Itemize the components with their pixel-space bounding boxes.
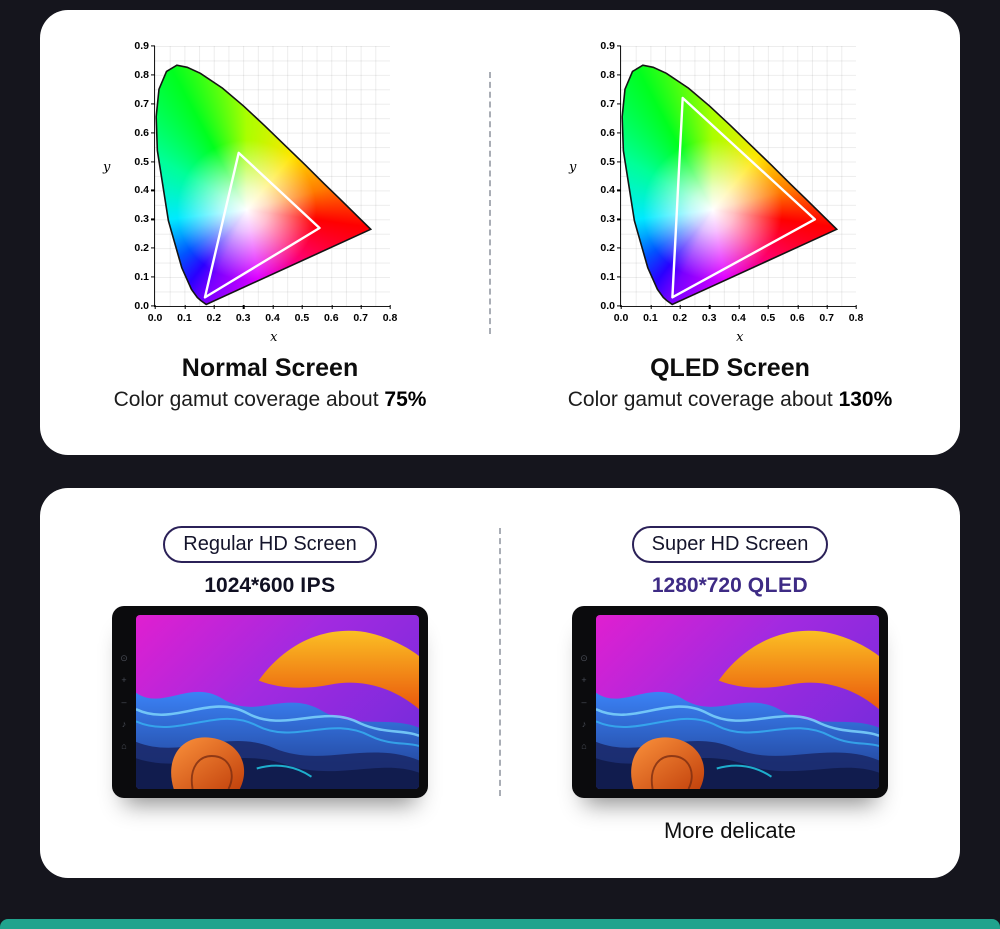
coverage-value: 75% bbox=[384, 388, 427, 411]
tick-label: 0.1 bbox=[134, 271, 149, 284]
music-icon: ♪ bbox=[581, 718, 587, 729]
head-unit-regular: ⊙ + – ♪ ⌂ bbox=[112, 606, 428, 798]
tick-label: 0.5 bbox=[760, 305, 776, 324]
resolution-value: 1024*600 bbox=[204, 574, 295, 597]
normal-screen-caption: Color gamut coverage about 75% bbox=[40, 388, 500, 412]
device-screen bbox=[136, 615, 419, 789]
super-hd-badge-row: Super HD Screen bbox=[500, 526, 960, 563]
tick-label: 0.1 bbox=[600, 271, 615, 284]
tick-label: 0.2 bbox=[206, 305, 222, 324]
power-icon: ⊙ bbox=[120, 652, 128, 663]
regular-hd-badge: Regular HD Screen bbox=[163, 526, 377, 563]
y-axis-ticks: 0.9 0.8 0.7 0.6 0.5 0.4 0.3 0.2 0.1 0.0 bbox=[585, 40, 617, 312]
volume-down-icon: – bbox=[581, 696, 587, 707]
device-bezel-buttons: ⊙ + – ♪ ⌂ bbox=[112, 606, 136, 798]
tick-label: 0.3 bbox=[134, 213, 149, 226]
x-axis-ticks: 0.0 0.1 0.2 0.3 0.4 0.5 0.6 0.7 0.8 bbox=[148, 305, 397, 328]
caption-text: Color gamut coverage about bbox=[113, 388, 379, 411]
tick-label: 0.9 bbox=[134, 40, 149, 52]
y-axis-label: y bbox=[103, 160, 111, 176]
dashed-divider bbox=[499, 528, 501, 796]
x-axis-ticks: 0.0 0.1 0.2 0.3 0.4 0.5 0.6 0.7 0.8 bbox=[614, 305, 863, 328]
tick-label: 0.0 bbox=[134, 300, 149, 312]
tick-label: 0.4 bbox=[600, 184, 615, 197]
tick-label: 0.7 bbox=[600, 97, 615, 110]
volume-down-icon: – bbox=[121, 696, 127, 707]
resolution-value: 1280*720 bbox=[651, 574, 742, 597]
y-axis-ticks: 0.9 0.8 0.7 0.6 0.5 0.4 0.3 0.2 0.1 0.0 bbox=[119, 40, 151, 312]
regular-hd-badge-row: Regular HD Screen bbox=[40, 526, 500, 563]
spectral-locus-outline bbox=[621, 46, 856, 306]
tick-label: 0.5 bbox=[600, 155, 615, 168]
cie-plot: 0.9 0.8 0.7 0.6 0.5 0.4 0.3 0.2 0.1 0.0 0.0 0.1 0.2… bbox=[569, 40, 863, 345]
gamut-triangle bbox=[155, 46, 390, 306]
spectral-locus-outline bbox=[155, 46, 390, 306]
tick-label: 0.6 bbox=[134, 126, 149, 139]
tick-label: 0.0 bbox=[613, 305, 629, 324]
tick-label: 0.7 bbox=[353, 305, 368, 324]
x-axis-label: x bbox=[736, 330, 744, 345]
normal-screen-title: Normal Screen bbox=[181, 354, 359, 382]
device-screen bbox=[596, 615, 879, 789]
head-unit-super: ⊙ + – ♪ ⌂ bbox=[572, 606, 888, 798]
screen-wallpaper bbox=[596, 615, 879, 789]
tick-label: 0.4 bbox=[731, 305, 746, 324]
more-delicate-caption: More delicate bbox=[663, 818, 797, 843]
tick-label: 0.6 bbox=[600, 126, 615, 139]
tick-label: 0.5 bbox=[294, 305, 310, 324]
regular-resolution: 1024*600 IPS bbox=[40, 574, 500, 598]
tick-label: 0.5 bbox=[134, 155, 149, 168]
tick-label: 0.1 bbox=[643, 305, 658, 324]
tick-label: 0.2 bbox=[672, 305, 688, 324]
tick-label: 0.8 bbox=[134, 68, 149, 81]
tick-label: 0.3 bbox=[701, 305, 717, 324]
super-resolution: 1280*720 QLED bbox=[500, 574, 960, 598]
home-icon: ⌂ bbox=[581, 740, 587, 751]
teal-bottom-strip bbox=[0, 919, 1000, 929]
screen-comparison-card: Regular HD Screen 1024*600 IPS Super HD S… bbox=[40, 488, 960, 878]
panel-type: QLED bbox=[747, 574, 809, 597]
gamut-comparison-card: 0.9 0.8 0.7 0.6 0.5 0.4 0.3 0.2 0.1 0.0 0.0 0.1 0.2… bbox=[40, 10, 960, 455]
music-icon: ♪ bbox=[121, 718, 127, 729]
gamut-triangle bbox=[621, 46, 856, 306]
cie-chart-normal: 0.9 0.8 0.7 0.6 0.5 0.4 0.3 0.2 0.1 0.0 0.0 0.1 0.2… bbox=[103, 36, 397, 345]
tick-label: 0.6 bbox=[323, 305, 339, 324]
x-axis-label: x bbox=[270, 330, 278, 345]
tick-label: 0.3 bbox=[235, 305, 251, 324]
cie-plot: 0.9 0.8 0.7 0.6 0.5 0.4 0.3 0.2 0.1 0.0 0.0 0.1 0.2… bbox=[103, 40, 397, 345]
tick-label: 0.4 bbox=[134, 184, 149, 197]
volume-up-icon: + bbox=[581, 674, 587, 685]
y-axis-label: y bbox=[569, 160, 577, 176]
tick-label: 0.6 bbox=[789, 305, 805, 324]
qled-screen-title: QLED Screen bbox=[650, 354, 810, 382]
cie-chart-qled: 0.9 0.8 0.7 0.6 0.5 0.4 0.3 0.2 0.1 0.0 0.0 0.1 0.2… bbox=[569, 36, 863, 345]
tick-label: 0.7 bbox=[819, 305, 834, 324]
tick-label: 0.8 bbox=[382, 305, 398, 324]
tick-label: 0.0 bbox=[147, 305, 163, 324]
tick-label: 0.0 bbox=[600, 300, 615, 312]
tick-label: 0.1 bbox=[177, 305, 192, 324]
panel-type: IPS bbox=[300, 574, 336, 597]
tick-label: 0.9 bbox=[600, 40, 615, 52]
tick-label: 0.7 bbox=[134, 97, 149, 110]
tick-label: 0.4 bbox=[265, 305, 280, 324]
volume-up-icon: + bbox=[121, 674, 127, 685]
home-icon: ⌂ bbox=[121, 740, 127, 751]
tick-label: 0.8 bbox=[600, 68, 615, 81]
dashed-divider bbox=[489, 72, 491, 334]
caption-text: Color gamut coverage about bbox=[567, 388, 833, 411]
tick-label: 0.3 bbox=[600, 213, 615, 226]
super-hd-badge: Super HD Screen bbox=[631, 526, 829, 563]
tick-label: 0.2 bbox=[134, 242, 149, 255]
tick-label: 0.2 bbox=[600, 242, 615, 255]
power-icon: ⊙ bbox=[580, 652, 588, 663]
coverage-value: 130% bbox=[838, 388, 893, 411]
qled-screen-caption: Color gamut coverage about 130% bbox=[500, 388, 960, 412]
device-bezel-buttons: ⊙ + – ♪ ⌂ bbox=[572, 606, 596, 798]
screen-wallpaper bbox=[136, 615, 419, 789]
tick-label: 0.8 bbox=[848, 305, 864, 324]
